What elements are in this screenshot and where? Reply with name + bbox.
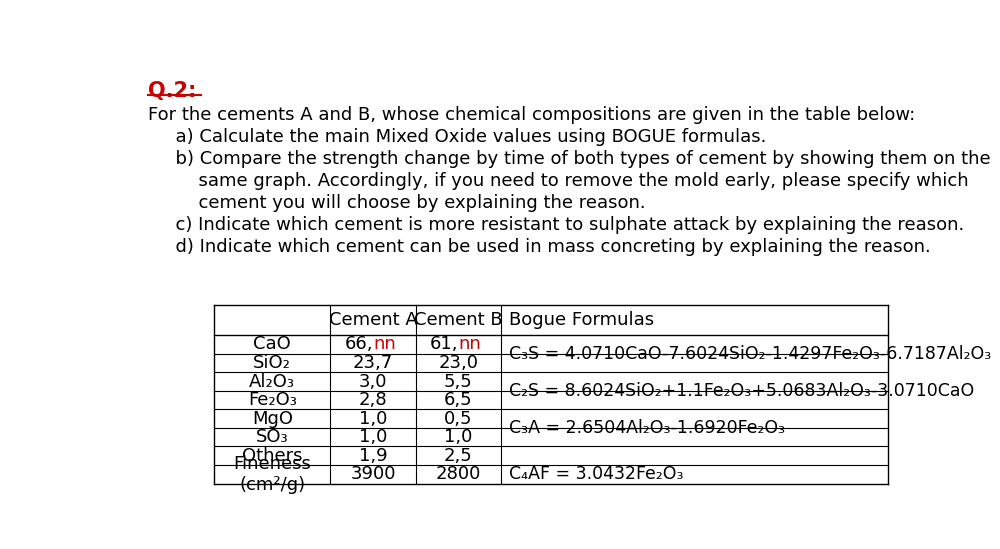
Text: Cement B: Cement B	[414, 311, 503, 329]
Text: C₂S = 8.6024SiO₂+1.1Fe₂O₃+5.0683Al₂O₃-3.0710CaO: C₂S = 8.6024SiO₂+1.1Fe₂O₃+5.0683Al₂O₃-3.…	[509, 382, 974, 400]
Text: Others: Others	[242, 447, 302, 464]
Text: Al₂O₃: Al₂O₃	[249, 373, 295, 390]
Text: 2,5: 2,5	[444, 447, 473, 464]
Text: 23,7: 23,7	[353, 354, 393, 372]
Text: 61,: 61,	[430, 335, 458, 354]
Text: 3900: 3900	[350, 465, 396, 483]
Text: nn: nn	[458, 335, 481, 354]
Text: d) Indicate which cement can be used in mass concreting by explaining the reason: d) Indicate which cement can be used in …	[164, 238, 930, 256]
Text: Cement A: Cement A	[329, 311, 417, 329]
Text: 1,0: 1,0	[359, 428, 387, 446]
Text: 1,9: 1,9	[359, 447, 387, 464]
Text: SiO₂: SiO₂	[253, 354, 291, 372]
Text: C₃S = 4.0710CaO-7.6024SiO₂-1.4297Fe₂O₃-6.7187Al₂O₃: C₃S = 4.0710CaO-7.6024SiO₂-1.4297Fe₂O₃-6…	[509, 345, 991, 363]
Text: SO₃: SO₃	[256, 428, 289, 446]
Text: For the cements A and B, whose chemical compositions are given in the table belo: For the cements A and B, whose chemical …	[148, 106, 916, 124]
Text: same graph. Accordingly, if you need to remove the mold early, please specify wh: same graph. Accordingly, if you need to …	[164, 172, 968, 190]
Text: 23,0: 23,0	[438, 354, 478, 372]
Text: Bogue Formulas: Bogue Formulas	[509, 311, 654, 329]
Text: C₃A = 2.6504Al₂O₃-1.6920Fe₂O₃: C₃A = 2.6504Al₂O₃-1.6920Fe₂O₃	[509, 419, 785, 437]
Text: 0,5: 0,5	[444, 410, 473, 428]
Text: Fe₂O₃: Fe₂O₃	[248, 391, 297, 409]
Text: 3,0: 3,0	[359, 373, 387, 390]
Text: b) Compare the strength change by time of both types of cement by showing them o: b) Compare the strength change by time o…	[164, 150, 990, 168]
Text: CaO: CaO	[253, 335, 291, 354]
Text: Fineness
(cm²/g): Fineness (cm²/g)	[233, 455, 311, 494]
Text: 2,8: 2,8	[359, 391, 387, 409]
Text: a) Calculate the main Mixed Oxide values using BOGUE formulas.: a) Calculate the main Mixed Oxide values…	[164, 128, 766, 146]
Text: C₄AF = 3.0432Fe₂O₃: C₄AF = 3.0432Fe₂O₃	[509, 465, 683, 483]
Text: 6,5: 6,5	[444, 391, 473, 409]
Text: cement you will choose by explaining the reason.: cement you will choose by explaining the…	[164, 194, 645, 212]
Text: 1,0: 1,0	[359, 410, 387, 428]
Text: Q.2:: Q.2:	[148, 81, 197, 100]
Text: MgO: MgO	[252, 410, 293, 428]
Text: nn: nn	[373, 335, 396, 354]
Text: 1,0: 1,0	[444, 428, 472, 446]
Text: 2800: 2800	[436, 465, 481, 483]
Text: c) Indicate which cement is more resistant to sulphate attack by explaining the : c) Indicate which cement is more resista…	[164, 216, 964, 234]
Text: 5,5: 5,5	[444, 373, 473, 390]
Text: 66,: 66,	[344, 335, 373, 354]
